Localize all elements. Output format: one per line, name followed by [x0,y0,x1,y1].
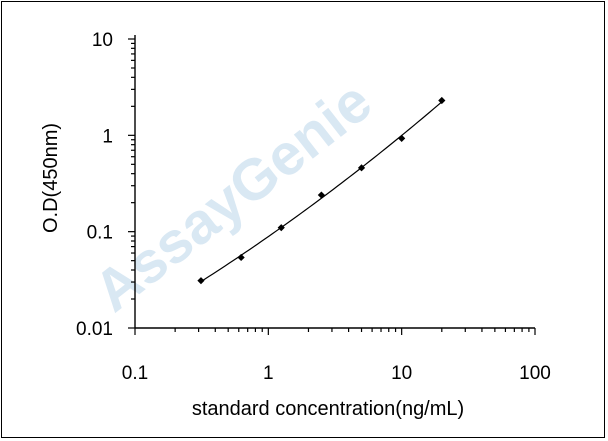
x-tick-label: 1 [263,363,274,384]
axes [134,35,535,329]
data-points [197,96,446,285]
axis-ticks [128,38,536,335]
data-point [237,253,245,262]
data-point [398,134,406,142]
y-tick-label: 10 [92,30,113,51]
data-point [317,191,325,199]
y-axis-title: O.D(450nm) [40,123,62,233]
x-tick-label: 10 [391,363,412,384]
x-axis-title: standard concentration(ng/mL) [192,398,464,420]
axis-titles: standard concentration(ng/mL) O.D(450nm) [40,123,464,420]
y-tick-label: 1 [102,126,113,147]
data-point [357,164,366,172]
data-point [277,224,285,232]
y-tick-label: 0.1 [87,223,113,244]
watermark-text: AssayGenie [82,69,384,325]
x-tick-label: 0.1 [122,363,148,384]
tick-labels: 0.1 1 10 100 0.01 0.1 1 10 [76,30,551,384]
watermark: AssayGenie [82,69,384,325]
data-point [197,277,205,285]
x-tick-label: 100 [519,363,551,384]
data-point [438,96,446,105]
y-tick-label: 0.01 [76,319,113,340]
